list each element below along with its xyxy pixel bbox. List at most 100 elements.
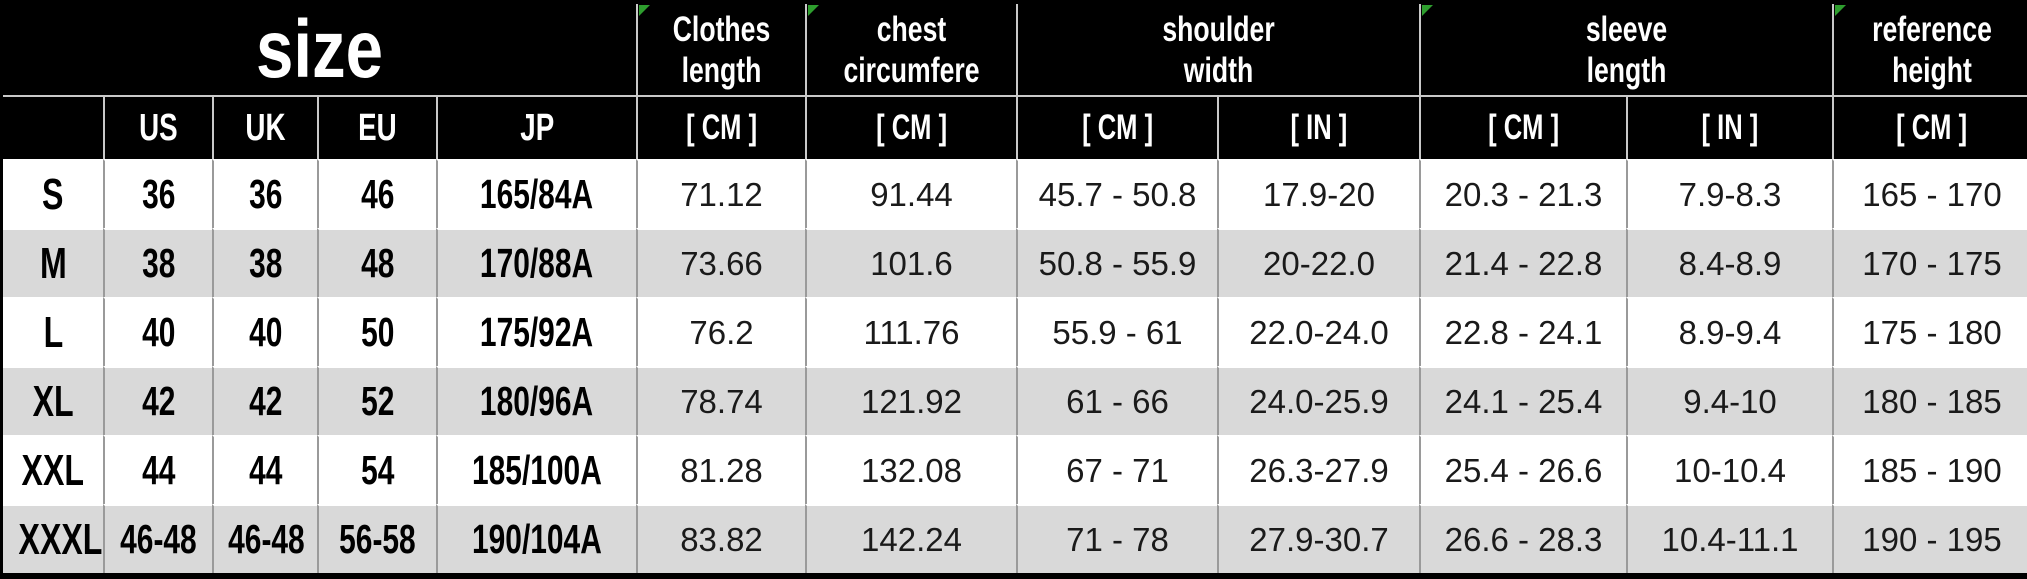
cell-shoulder-width-cm: 55.9 - 61 — [1016, 297, 1217, 366]
cell-sleeve-length-cm: 21.4 - 22.8 — [1419, 228, 1627, 297]
unit-sleeve-cm: [ CM ] — [1419, 97, 1627, 159]
cell-chest-circumference-cm: 101.6 — [805, 228, 1016, 297]
cell-sleeve-length-cm: 26.6 - 28.3 — [1419, 504, 1627, 573]
cell-shoulder-width-in: 22.0-24.0 — [1217, 297, 1420, 366]
col-header-chest-circumference: chest circumfere — [805, 4, 1016, 97]
cell-eu-size: 50 — [317, 297, 436, 366]
cell-sleeve-length-cm: 20.3 - 21.3 — [1419, 159, 1627, 228]
col-header-uk: UK — [212, 97, 317, 159]
cell-uk-size: 36 — [212, 159, 317, 228]
header-unit-row: US UK EU JP [ CM ] [ CM ] [ CM ] [ IN ] … — [3, 97, 2027, 159]
cell-size-label: L — [3, 297, 103, 366]
cell-jp-size: 180/96A — [436, 366, 636, 435]
cell-shoulder-width-cm: 67 - 71 — [1016, 435, 1217, 504]
cell-reference-height-cm: 180 - 185 — [1832, 366, 2027, 435]
col-header-jp: JP — [436, 97, 636, 159]
cell-uk-size: 40 — [212, 297, 317, 366]
cell-size-label: XXL — [3, 435, 103, 504]
cell-jp-size: 170/88A — [436, 228, 636, 297]
unit-sleeve-in: [ IN ] — [1626, 97, 1833, 159]
col-header-us: US — [103, 97, 212, 159]
cell-clothes-length-cm: 81.28 — [636, 435, 805, 504]
cell-clothes-length-cm: 78.74 — [636, 366, 805, 435]
cell-jp-size: 190/104A — [436, 504, 636, 573]
cell-shoulder-width-in: 26.3-27.9 — [1217, 435, 1420, 504]
unit-clothes-cm: [ CM ] — [636, 97, 805, 159]
cell-eu-size: 46 — [317, 159, 436, 228]
cell-clothes-length-cm: 83.82 — [636, 504, 805, 573]
cell-reference-height-cm: 185 - 190 — [1832, 435, 2027, 504]
cell-size-label: M — [3, 228, 103, 297]
cell-eu-size: 52 — [317, 366, 436, 435]
cell-sleeve-length-in: 10-10.4 — [1626, 435, 1833, 504]
cell-sleeve-length-cm: 25.4 - 26.6 — [1419, 435, 1627, 504]
table-header: size Clothes length chest circumfere sho… — [3, 4, 2027, 159]
table-row-s: S 36 36 46 165/84A 71.12 91.44 45.7 - 50… — [3, 159, 2027, 228]
cell-shoulder-width-in: 17.9-20 — [1217, 159, 1420, 228]
cell-us-size: 46-48 — [103, 504, 212, 573]
cell-us-size: 44 — [103, 435, 212, 504]
cell-uk-size: 38 — [212, 228, 317, 297]
cell-eu-size: 54 — [317, 435, 436, 504]
table-row-xxxl: XXXL 46-48 46-48 56-58 190/104A 83.82 14… — [3, 504, 2027, 573]
table-row-xl: XL 42 42 52 180/96A 78.74 121.92 61 - 66… — [3, 366, 2027, 435]
cell-uk-size: 42 — [212, 366, 317, 435]
cell-chest-circumference-cm: 91.44 — [805, 159, 1016, 228]
cell-sleeve-length-in: 7.9-8.3 — [1626, 159, 1833, 228]
cell-sleeve-length-cm: 22.8 - 24.1 — [1419, 297, 1627, 366]
cell-clothes-length-cm: 76.2 — [636, 297, 805, 366]
excel-error-indicator-icon — [639, 5, 650, 16]
cell-chest-circumference-cm: 121.92 — [805, 366, 1016, 435]
unit-chest-cm: [ CM ] — [805, 97, 1016, 159]
cell-reference-height-cm: 175 - 180 — [1832, 297, 2027, 366]
size-title: size — [255, 3, 384, 95]
col-header-reference-height: reference height — [1832, 4, 2027, 97]
cell-shoulder-width-in: 24.0-25.9 — [1217, 366, 1420, 435]
cell-jp-size: 175/92A — [436, 297, 636, 366]
table-body: S 36 36 46 165/84A 71.12 91.44 45.7 - 50… — [3, 159, 2027, 573]
cell-shoulder-width-cm: 45.7 - 50.8 — [1016, 159, 1217, 228]
table-row-l: L 40 40 50 175/92A 76.2 111.76 55.9 - 61… — [3, 297, 2027, 366]
cell-shoulder-width-cm: 50.8 - 55.9 — [1016, 228, 1217, 297]
cell-jp-size: 185/100A — [436, 435, 636, 504]
cell-shoulder-width-in: 27.9-30.7 — [1217, 504, 1420, 573]
excel-error-indicator-icon — [808, 5, 819, 16]
cell-clothes-length-cm: 71.12 — [636, 159, 805, 228]
cell-sleeve-length-in: 10.4-11.1 — [1626, 504, 1833, 573]
cell-shoulder-width-cm: 71 - 78 — [1016, 504, 1217, 573]
cell-reference-height-cm: 190 - 195 — [1832, 504, 2027, 573]
cell-jp-size: 165/84A — [436, 159, 636, 228]
cell-chest-circumference-cm: 132.08 — [805, 435, 1016, 504]
cell-uk-size: 46-48 — [212, 504, 317, 573]
col-header-sleeve-length: sleeve length — [1419, 4, 1833, 97]
excel-error-indicator-icon — [1422, 5, 1434, 16]
blank-corner-cell — [3, 97, 103, 159]
table-row-m: M 38 38 48 170/88A 73.66 101.6 50.8 - 55… — [3, 228, 2027, 297]
cell-size-label: XL — [3, 366, 103, 435]
cell-us-size: 42 — [103, 366, 212, 435]
excel-error-indicator-icon — [1835, 5, 1847, 16]
unit-reference-cm: [ CM ] — [1832, 97, 2027, 159]
cell-chest-circumference-cm: 111.76 — [805, 297, 1016, 366]
col-header-shoulder-width: shoulder width — [1016, 4, 1420, 97]
cell-us-size: 38 — [103, 228, 212, 297]
unit-shoulder-in: [ IN ] — [1217, 97, 1420, 159]
cell-sleeve-length-cm: 24.1 - 25.4 — [1419, 366, 1627, 435]
table-row-xxl: XXL 44 44 54 185/100A 81.28 132.08 67 - … — [3, 435, 2027, 504]
cell-reference-height-cm: 170 - 175 — [1832, 228, 2027, 297]
cell-us-size: 36 — [103, 159, 212, 228]
cell-us-size: 40 — [103, 297, 212, 366]
cell-clothes-length-cm: 73.66 — [636, 228, 805, 297]
col-header-clothes-length: Clothes length — [636, 4, 805, 97]
cell-eu-size: 48 — [317, 228, 436, 297]
cell-sleeve-length-in: 8.9-9.4 — [1626, 297, 1833, 366]
size-group-header: size — [3, 4, 636, 97]
cell-size-label: XXXL — [3, 504, 103, 573]
cell-sleeve-length-in: 9.4-10 — [1626, 366, 1833, 435]
cell-reference-height-cm: 165 - 170 — [1832, 159, 2027, 228]
header-group-row: size Clothes length chest circumfere sho… — [3, 4, 2027, 97]
col-header-eu: EU — [317, 97, 436, 159]
cell-chest-circumference-cm: 142.24 — [805, 504, 1016, 573]
